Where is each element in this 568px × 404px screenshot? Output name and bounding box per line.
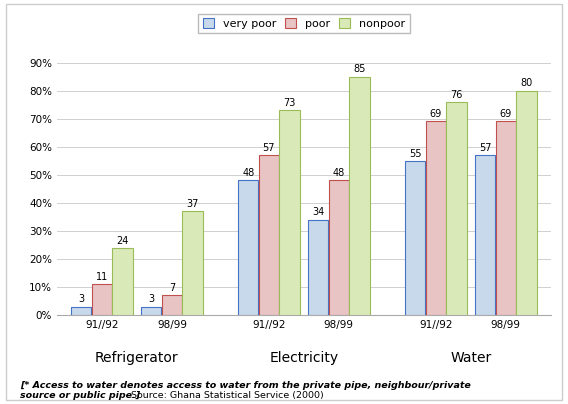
Text: 69: 69 [430,109,442,119]
Bar [426,122,446,315]
Text: 48: 48 [333,168,345,178]
Bar [92,284,112,315]
Bar [141,307,161,315]
Bar [349,76,370,315]
Text: 3: 3 [148,295,154,305]
Text: 57: 57 [479,143,491,153]
Bar [162,295,182,315]
Bar [496,122,516,315]
Text: 34: 34 [312,207,324,217]
Text: 48: 48 [242,168,254,178]
Text: [* Access to water denotes access to water from the private pipe, neighbour/priv: [* Access to water denotes access to wat… [20,381,471,400]
Text: Source: Ghana Statistical Service (2000): Source: Ghana Statistical Service (2000) [20,370,324,400]
Text: 11: 11 [96,272,108,282]
Text: 76: 76 [450,90,463,99]
Bar [329,181,349,315]
Text: 69: 69 [500,109,512,119]
Bar [182,211,203,315]
Bar [516,90,537,315]
Text: 57: 57 [262,143,275,153]
Text: 3: 3 [78,295,84,305]
Bar [475,155,495,315]
Text: 85: 85 [353,64,366,74]
Bar [308,220,328,315]
Bar [112,248,133,315]
Bar [71,307,91,315]
Text: 80: 80 [520,78,533,88]
Bar [405,161,425,315]
Text: 55: 55 [409,149,421,158]
Bar [279,110,300,315]
Text: 73: 73 [283,98,296,108]
Bar [238,181,258,315]
Legend: very poor, poor, nonpoor: very poor, poor, nonpoor [198,14,410,34]
Text: 37: 37 [186,199,199,209]
Bar [446,102,467,315]
Text: 24: 24 [116,236,129,246]
Bar [259,155,279,315]
Text: 7: 7 [169,283,175,293]
